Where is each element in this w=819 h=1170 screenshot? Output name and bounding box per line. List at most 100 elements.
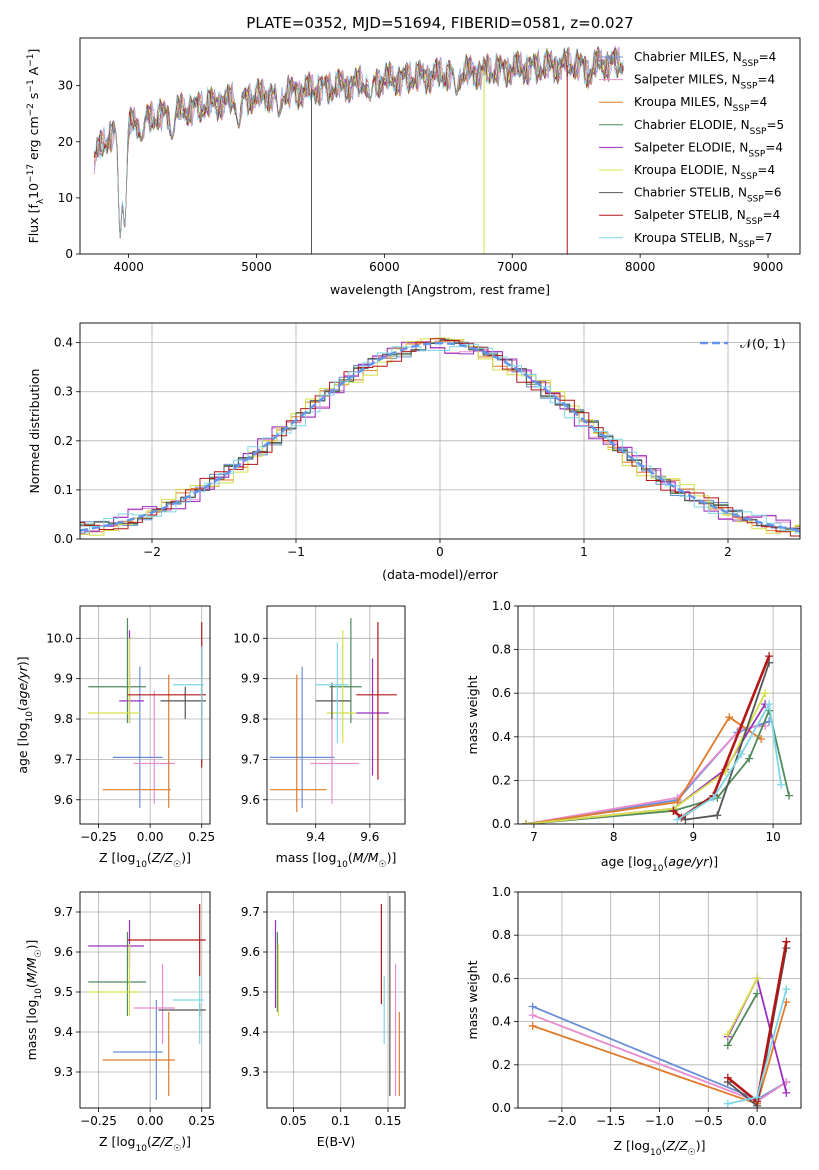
figure-title: PLATE=0352, MJD=51694, FIBERID=0581, z=0… <box>246 14 633 32</box>
weight-marker <box>737 750 746 759</box>
x-tick-label: 0.15 <box>375 1114 402 1128</box>
legend-entry: 𝒩(0, 1) <box>740 336 786 351</box>
y-tick-label: 30 <box>58 79 73 93</box>
weight-marker <box>713 811 722 820</box>
weight-line <box>672 662 770 821</box>
y-tick-label: 9.6 <box>241 945 260 959</box>
y-tick-label: 0.0 <box>492 817 511 831</box>
y-tick-label: 9.6 <box>54 793 73 807</box>
y-tick-label: 0.2 <box>54 434 73 448</box>
histogram-series <box>80 338 800 537</box>
y-tick-label: 0.4 <box>54 336 73 350</box>
weight-marker <box>528 1002 537 1011</box>
plot-area <box>518 892 801 1108</box>
x-tick-label: 7 <box>530 830 538 844</box>
axes-frame <box>517 891 802 1109</box>
y-tick-label: 0.4 <box>492 730 511 744</box>
x-axis-label: wavelength [Angstrom, rest frame] <box>330 282 550 297</box>
weight-marker <box>753 989 762 998</box>
gaussian-curve <box>80 342 800 532</box>
y-tick-label: 9.5 <box>241 985 260 999</box>
y-axis-label: age [log10(age/yr)] <box>15 656 35 773</box>
spectrum-line <box>93 48 624 237</box>
x-tick-label: 9.6 <box>360 830 379 844</box>
x-tick-label: −1.5 <box>596 1114 625 1128</box>
x-tick-label: 6000 <box>369 260 400 274</box>
x-tick-label: −0.25 <box>80 830 117 844</box>
y-tick-label: 10.0 <box>46 631 73 645</box>
weight-marker <box>753 974 762 983</box>
y-tick-label: 9.7 <box>241 905 260 919</box>
x-tick-label: 0.00 <box>137 1114 164 1128</box>
y-tick-label: 0.8 <box>492 928 511 942</box>
axes-spectrum: 4000 5000 6000 7000 8000 9000 0 10 20 30 wavelengt… <box>26 37 801 297</box>
x-tick-label: 9 <box>690 830 698 844</box>
y-tick-label: 0.6 <box>492 686 511 700</box>
y-axis-label: mass [log10(M/M☉)] <box>24 940 44 1061</box>
y-tick-label: 9.7 <box>54 752 73 766</box>
legend: Chabrier MILES, NSSP=4 Salpeter MILES, NS… <box>599 50 784 250</box>
plot-layer: 4000 5000 6000 7000 8000 90000102030wavelengt… <box>15 37 802 1158</box>
x-tick-label: 1 <box>580 545 588 559</box>
x-tick-label: 4000 <box>113 260 144 274</box>
y-tick-label: 1.0 <box>492 885 511 899</box>
weight-marker <box>765 700 774 709</box>
x-tick-label: 7000 <box>497 260 528 274</box>
y-tick-label: 0.8 <box>492 643 511 657</box>
y-tick-label: 9.9 <box>54 672 73 686</box>
y-tick-label: 0.0 <box>492 1101 511 1115</box>
x-tick-label: 8 <box>610 830 618 844</box>
y-tick-label: 10 <box>58 191 73 205</box>
legend-entry: Kroupa STELIB, NSSP=7 <box>634 231 772 250</box>
x-axis-label: Z [log10(Z/Z☉)] <box>99 850 191 870</box>
x-tick-label: −1 <box>287 545 305 559</box>
weight-marker <box>782 1088 791 1097</box>
weight-line <box>727 993 758 1046</box>
x-axis-label: mass [log10(M/M☉)] <box>276 850 397 870</box>
axes-weight-vs-age: 7 8 9 10 0.0 0.2 0.4 0.6 0.8 1.0 age [log10(age/yr… <box>465 599 802 874</box>
axes-frame <box>266 891 406 1109</box>
weight-marker <box>673 815 682 824</box>
y-axis-label: mass weight <box>465 675 480 754</box>
y-tick-label: 1.0 <box>492 599 511 613</box>
axes-frame <box>79 605 211 825</box>
plot-area <box>518 606 801 824</box>
x-axis-label: Z [log10(Z/Z☉)] <box>614 1138 706 1158</box>
weight-line <box>727 977 758 1036</box>
axes-frame <box>79 891 211 1109</box>
y-tick-label: 9.3 <box>241 1065 260 1079</box>
axes-age-vs-Z: −0.25 0.00 0.25 9.6 9.7 9.8 9.9 10.0 Z [log10(Z/… <box>15 605 215 870</box>
weight-marker <box>753 1093 762 1102</box>
x-tick-label: 2 <box>724 545 732 559</box>
x-tick-label: 0.05 <box>280 1114 307 1128</box>
legend-entry: Kroupa MILES, NSSP=4 <box>634 95 767 114</box>
weight-marker <box>669 806 678 815</box>
weight-marker <box>725 713 734 722</box>
x-tick-label: −0.25 <box>80 1114 117 1128</box>
plot-area <box>267 606 405 824</box>
axes-frame <box>266 605 406 825</box>
x-axis-label: age [log10(age/yr)] <box>601 854 718 874</box>
x-tick-label: 10 <box>765 830 780 844</box>
y-tick-label: 10.0 <box>233 631 260 645</box>
spectrum-line <box>93 46 624 236</box>
y-tick-label: 9.4 <box>241 1025 260 1039</box>
axes-frame <box>517 605 802 825</box>
x-tick-label: 8000 <box>625 260 656 274</box>
legend-entry: Salpeter STELIB, NSSP=4 <box>634 208 780 227</box>
axes-mass-vs-Z: −0.25 0.00 0.25 9.3 9.4 9.5 9.6 9.7 Z [log10(Z/Z… <box>24 891 215 1154</box>
axes-frame <box>79 322 801 540</box>
x-tick-label: 0.1 <box>331 1114 350 1128</box>
y-tick-label: 9.7 <box>241 752 260 766</box>
weight-marker <box>782 985 791 994</box>
legend-entry: Chabrier ELODIE, NSSP=5 <box>634 118 784 137</box>
spectrum-line <box>93 47 624 239</box>
weight-marker <box>528 1021 537 1030</box>
axes-frame <box>79 37 801 255</box>
spectrum-line <box>93 46 624 235</box>
axes-mass-vs-ebv: 0.05 0.1 0.15 9.3 9.4 9.5 9.6 9.7 E(B-V) <box>241 891 406 1149</box>
x-axis-label: (data-model)/error <box>382 567 499 582</box>
axes-age-vs-mass: 9.4 9.6 9.6 9.7 9.8 9.9 10.0 mass [log10(M/M☉)] <box>233 605 406 870</box>
axes-weight-vs-Z: −2.0 −1.5 −1.0 −0.5 0.0 0.0 0.2 0.4 0.6 0.8 1.0 Z [… <box>465 885 802 1158</box>
weight-marker <box>723 1041 732 1050</box>
